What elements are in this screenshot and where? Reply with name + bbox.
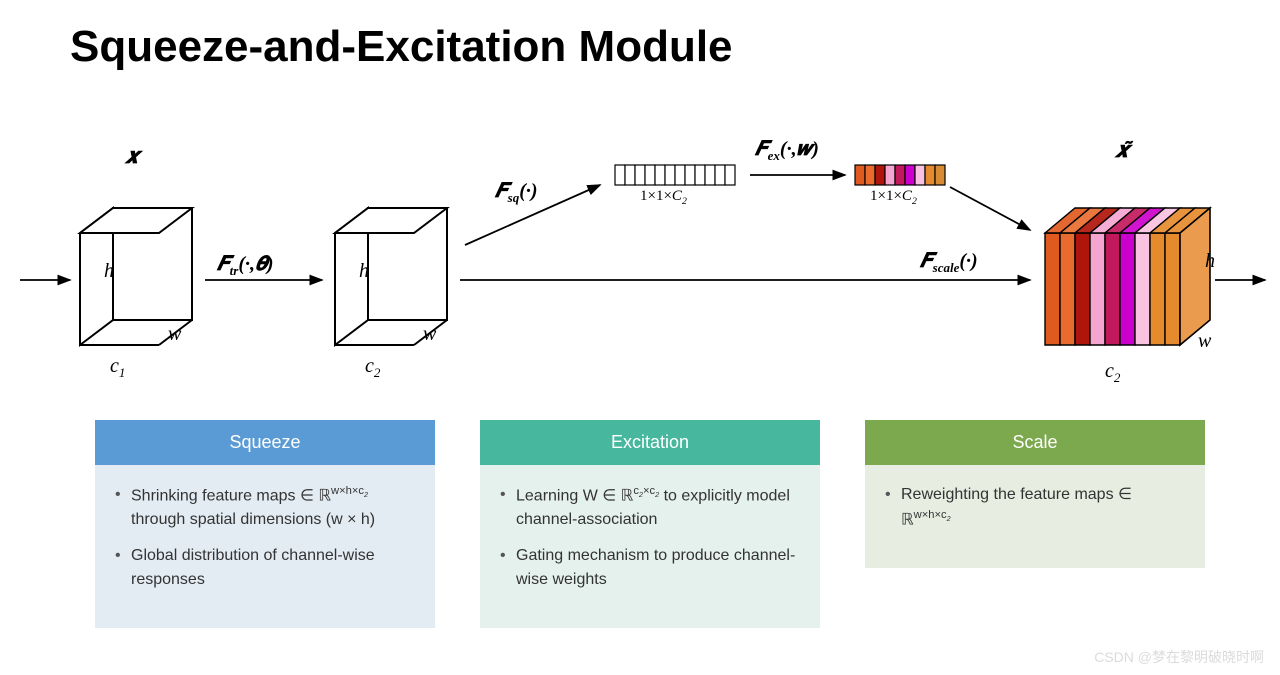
arrow-to-scale [950, 187, 1030, 230]
card-bullet: Gating mechanism to produce channel-wise… [500, 544, 800, 592]
label-xtilde: 𝒙̃ [1115, 137, 1129, 163]
label-x: 𝒙 [125, 143, 139, 169]
cube-scaled [1045, 208, 1210, 345]
card-header: Squeeze [95, 420, 435, 465]
label-c1: c1 [110, 355, 125, 381]
label-w1: w [168, 323, 181, 346]
label-fex: 𝑭ex(·,𝒘) [755, 138, 819, 164]
info-cards: Squeeze Shrinking feature maps ∈ ℝw×h×c2 … [95, 420, 1210, 628]
se-diagram: 𝒙 h w c1 𝑭tr(·,𝜽) h w c2 𝑭sq(·) 1×1×C2 𝑭… [0, 105, 1280, 415]
card-bullet: Shrinking feature maps ∈ ℝw×h×c2 through… [115, 483, 415, 532]
card-scale: Scale Reweighting the feature maps ∈ ℝw×h… [865, 420, 1205, 628]
card-body: Reweighting the feature maps ∈ ℝw×h×c2 [865, 465, 1205, 568]
label-vec2-caption: 1×1×C2 [870, 188, 917, 207]
card-bullet: Learning W ∈ ℝc2×c2 to explicitly model … [500, 483, 800, 532]
label-h3: h [1205, 250, 1215, 273]
label-fsq: 𝑭sq(·) [495, 180, 538, 206]
card-excitation: Excitation Learning W ∈ ℝc2×c2 to explici… [480, 420, 820, 628]
label-w2: w [423, 323, 436, 346]
card-header: Scale [865, 420, 1205, 465]
label-vec1-caption: 1×1×C2 [640, 188, 687, 207]
vector-squeezed [615, 165, 735, 185]
card-squeeze: Squeeze Shrinking feature maps ∈ ℝw×h×c2 … [95, 420, 435, 628]
card-body: Learning W ∈ ℝc2×c2 to explicitly model … [480, 465, 820, 628]
page-title: Squeeze-and-Excitation Module [70, 22, 733, 72]
label-c2a: c2 [365, 355, 380, 381]
card-bullet: Global distribution of channel-wise resp… [115, 544, 415, 592]
watermark: CSDN @梦在黎明破晓时啊 [1094, 647, 1264, 667]
label-h1: h [104, 260, 114, 283]
vector-excited [855, 165, 945, 185]
card-body: Shrinking feature maps ∈ ℝw×h×c2 through… [95, 465, 435, 628]
card-header: Excitation [480, 420, 820, 465]
label-w3: w [1198, 330, 1211, 353]
label-h2: h [359, 260, 369, 283]
label-c2b: c2 [1105, 360, 1120, 386]
card-bullet: Reweighting the feature maps ∈ ℝw×h×c2 [885, 483, 1185, 532]
label-ftr: 𝑭tr(·,𝜽) [217, 253, 274, 279]
label-fscale: 𝑭scale(·) [920, 250, 978, 276]
